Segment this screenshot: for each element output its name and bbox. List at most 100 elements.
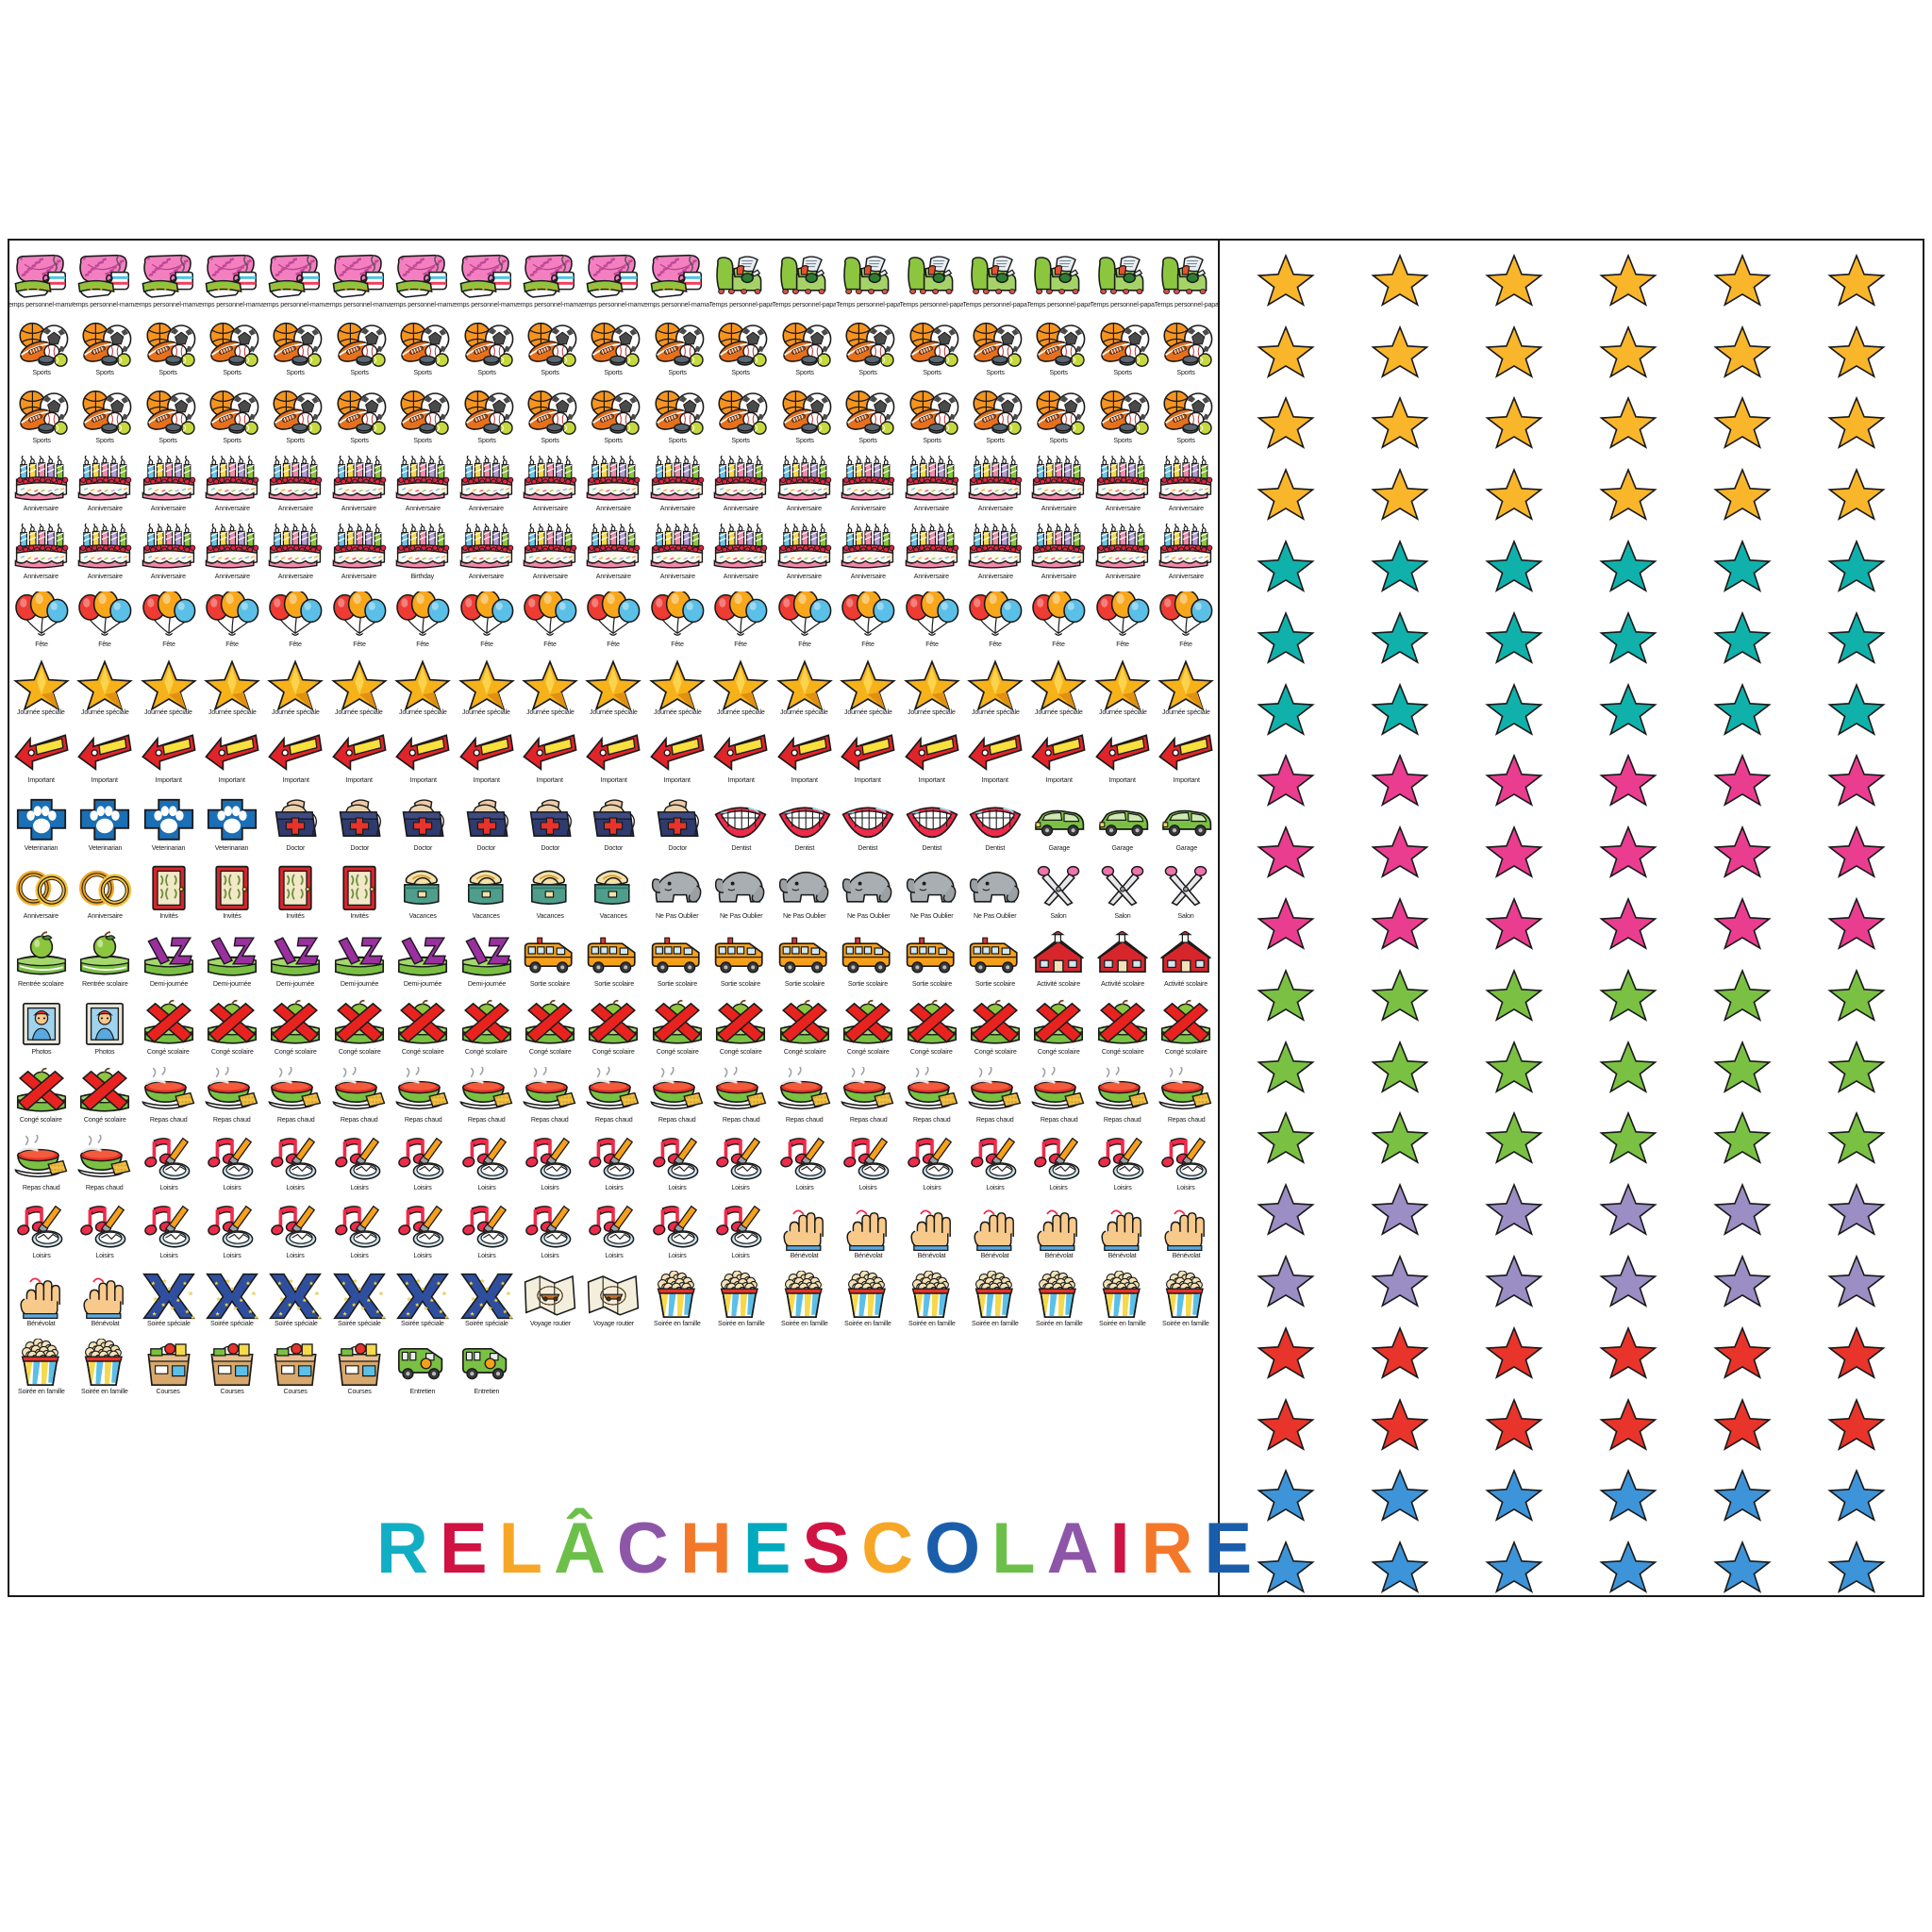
star-sticker[interactable] (1799, 244, 1913, 316)
star-sticker[interactable] (1229, 602, 1343, 674)
sticker-book-red-x[interactable]: Congé scolaire (455, 988, 518, 1056)
sticker-helping-hands[interactable]: Bénévolat (1155, 1191, 1218, 1259)
sticker-sports-balls[interactable]: Sports (264, 376, 327, 444)
sticker-music-brush[interactable]: Loisirs (836, 1124, 899, 1191)
sticker-birthday-cake[interactable]: Anniversaire (582, 512, 645, 580)
sticker-armchair-newspaper[interactable]: Temps personnel-papa (1091, 241, 1155, 308)
sticker-music-brush[interactable]: Loisirs (900, 1124, 963, 1191)
star-sticker[interactable] (1799, 458, 1913, 530)
sticker-helping-hands[interactable]: Bénévolat (900, 1191, 963, 1259)
sticker-soup-bowl[interactable]: Repas chaud (963, 1056, 1026, 1124)
sticker-soup-bowl[interactable]: Repas chaud (518, 1056, 581, 1124)
sticker-book-red-x[interactable]: Congé scolaire (1155, 988, 1218, 1056)
sticker-sports-balls[interactable]: Sports (391, 308, 455, 376)
sticker-popcorn[interactable]: Soirée en famille (9, 1327, 73, 1395)
sticker-sports-balls[interactable]: Sports (709, 376, 773, 444)
sticker-birthday-cake[interactable]: Anniversaire (264, 444, 327, 512)
sticker-birthday-cake[interactable]: Anniversaire (836, 444, 899, 512)
sticker-birthday-cake[interactable]: Anniversaire (1027, 444, 1091, 512)
star-sticker[interactable] (1229, 1103, 1343, 1174)
sticker-red-arrow[interactable]: Important (900, 716, 963, 784)
sticker-blue-night-sky[interactable]: Soirée spéciale (391, 1259, 455, 1327)
sticker-soup-bowl[interactable]: Repas chaud (709, 1056, 773, 1124)
sticker-book-red-x[interactable]: Congé scolaire (518, 988, 581, 1056)
star-sticker[interactable] (1229, 316, 1343, 388)
sticker-half-day-book[interactable]: Demi-journée (264, 920, 327, 988)
sticker-road-map[interactable]: Voyage routier (582, 1259, 645, 1327)
star-sticker[interactable] (1685, 602, 1799, 674)
sticker-birthday-cake[interactable]: Anniversaire (963, 512, 1026, 580)
sticker-music-brush[interactable]: Loisirs (709, 1191, 773, 1259)
star-sticker[interactable] (1799, 888, 1913, 959)
star-sticker[interactable] (1685, 1174, 1799, 1245)
sticker-music-brush[interactable]: Loisirs (391, 1191, 455, 1259)
sticker-photo-frame[interactable]: Photos (73, 988, 136, 1056)
sticker-pillow-mug[interactable]: Temps personnel-maman (200, 241, 264, 308)
sticker-birthday-cake[interactable]: Anniversaire (73, 444, 136, 512)
star-sticker[interactable] (1799, 674, 1913, 745)
sticker-music-brush[interactable]: Loisirs (264, 1191, 327, 1259)
sticker-book-red-x[interactable]: Congé scolaire (73, 1056, 136, 1124)
sticker-armchair-newspaper[interactable]: Temps personnel-papa (836, 241, 900, 308)
star-sticker[interactable] (1799, 388, 1913, 459)
sticker-birthday-cake[interactable]: Anniversaire (9, 512, 73, 580)
sticker-pillow-mug[interactable]: Temps personnel-maman (391, 241, 455, 308)
sticker-soup-bowl[interactable]: Repas chaud (391, 1056, 455, 1124)
sticker-gold-star[interactable]: Journée spéciale (773, 648, 836, 716)
sticker-grocery-bag[interactable]: Courses (200, 1327, 263, 1395)
sticker-sports-balls[interactable]: Sports (200, 376, 263, 444)
star-sticker[interactable] (1457, 1174, 1572, 1245)
star-sticker[interactable] (1229, 1531, 1343, 1603)
sticker-music-brush[interactable]: Loisirs (137, 1124, 200, 1191)
sticker-school-bus[interactable]: Sortie scolaire (900, 920, 963, 988)
sticker-sports-balls[interactable]: Sports (455, 376, 518, 444)
star-sticker[interactable] (1343, 888, 1457, 959)
star-sticker[interactable] (1685, 1389, 1799, 1460)
sticker-sports-balls[interactable]: Sports (9, 376, 73, 444)
star-sticker[interactable] (1343, 530, 1457, 602)
star-sticker[interactable] (1685, 674, 1799, 745)
sticker-sports-balls[interactable]: Sports (900, 376, 963, 444)
sticker-green-car[interactable]: Garage (1155, 784, 1218, 852)
sticker-book-red-x[interactable]: Congé scolaire (709, 988, 773, 1056)
sticker-green-car[interactable]: Garage (1027, 784, 1091, 852)
star-sticker[interactable] (1229, 244, 1343, 316)
sticker-road-map[interactable]: Voyage routier (518, 1259, 581, 1327)
star-sticker[interactable] (1799, 1389, 1913, 1460)
star-sticker[interactable] (1572, 388, 1686, 459)
sticker-half-day-book[interactable]: Demi-journée (455, 920, 518, 988)
sticker-soup-bowl[interactable]: Repas chaud (264, 1056, 327, 1124)
sticker-schoolhouse[interactable]: Activité scolaire (1027, 920, 1091, 988)
sticker-doctor-bag[interactable]: Doctor (327, 784, 391, 852)
star-sticker[interactable] (1457, 458, 1572, 530)
sticker-pillow-mug[interactable]: Temps personnel-maman (518, 241, 582, 308)
sticker-gold-star[interactable]: Journée spéciale (73, 648, 136, 716)
sticker-helping-hands[interactable]: Bénévolat (963, 1191, 1026, 1259)
sticker-red-arrow[interactable]: Important (9, 716, 73, 784)
sticker-book-red-x[interactable]: Congé scolaire (1091, 988, 1154, 1056)
sticker-sports-balls[interactable]: Sports (137, 308, 200, 376)
sticker-red-arrow[interactable]: Important (455, 716, 518, 784)
star-sticker[interactable] (1457, 530, 1572, 602)
sticker-vet-cross-paw[interactable]: Veterinarian (73, 784, 136, 852)
star-sticker[interactable] (1229, 816, 1343, 888)
star-sticker[interactable] (1343, 458, 1457, 530)
sticker-music-brush[interactable]: Loisirs (200, 1191, 263, 1259)
sticker-gold-star[interactable]: Journée spéciale (200, 648, 263, 716)
sticker-doctor-bag[interactable]: Doctor (645, 784, 708, 852)
sticker-music-brush[interactable]: Loisirs (582, 1124, 645, 1191)
sticker-schoolhouse[interactable]: Activité scolaire (1091, 920, 1154, 988)
sticker-vet-cross-paw[interactable]: Veterinarian (200, 784, 263, 852)
sticker-helping-hands[interactable]: Bénévolat (9, 1259, 73, 1327)
star-sticker[interactable] (1572, 1245, 1686, 1317)
sticker-soup-bowl[interactable]: Repas chaud (836, 1056, 899, 1124)
sticker-red-door[interactable]: Invités (200, 852, 263, 920)
sticker-popcorn[interactable]: Soirée en famille (1155, 1259, 1218, 1327)
sticker-helping-hands[interactable]: Bénévolat (1027, 1191, 1091, 1259)
sticker-book-red-x[interactable]: Congé scolaire (836, 988, 899, 1056)
sticker-music-brush[interactable]: Loisirs (391, 1124, 455, 1191)
sticker-red-arrow[interactable]: Important (963, 716, 1026, 784)
star-sticker[interactable] (1572, 602, 1686, 674)
sticker-vet-cross-paw[interactable]: Veterinarian (137, 784, 200, 852)
sticker-grey-elephant[interactable]: Ne Pas Oublier (773, 852, 836, 920)
